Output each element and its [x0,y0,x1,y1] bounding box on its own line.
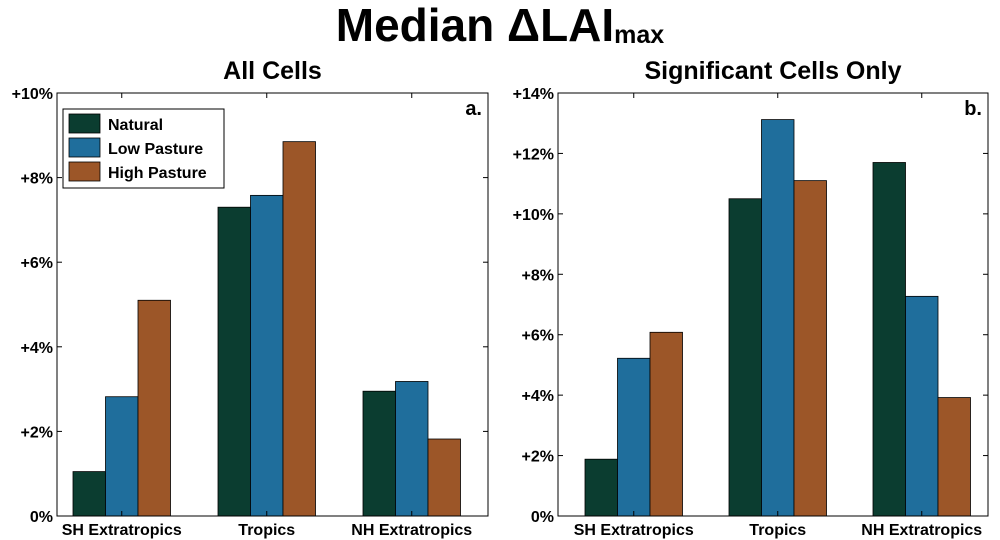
panel-b-axes-box [557,92,989,517]
panel-b-title: Significant Cells Only [645,57,902,85]
panel-a-label: a. [465,98,482,120]
panel-b-label: b. [964,98,982,120]
panel-b-bar-low-pasture-0 [617,357,651,517]
panel-b-ytick-label: +4% [522,388,554,405]
panel-a-ytick-label: +8% [21,171,53,188]
panel-a-legend-label: High Pasture [108,165,207,182]
panel-a-legend-swatch [68,137,101,158]
panel-b-xtick-label: SH Extratropics [574,522,694,539]
panel-a-ytick-label: 0% [30,509,53,526]
panel-a-bar-low-pasture-2 [395,381,429,517]
figure-title: Median ΔLAImax [0,0,1000,60]
panel-a-ytick-label: +6% [21,255,53,272]
panel-b-ytick-label: 0% [531,509,554,526]
panel-a-ytick-label: +4% [21,340,53,357]
panel-b-ytick-label: +6% [522,328,554,345]
panel-b-bar-natural-2 [872,162,906,517]
panel-b-bar-high-pasture-0 [649,331,683,517]
panel-b-bar-natural-1 [728,198,762,517]
panel-b-bar-high-pasture-2 [937,397,971,517]
panel-b-ytick-label: +10% [513,207,554,224]
panel-a-bar-natural-2 [362,390,396,517]
panel-b-bar-high-pasture-1 [793,180,827,517]
panel-b-bar-natural-0 [584,458,618,517]
panel-a-title: All Cells [223,57,322,85]
panel-a-bar-high-pasture-1 [282,141,316,517]
panel-b-xtick-label: Tropics [749,522,806,539]
panel-b-ytick-label: +8% [522,267,554,284]
panel-a-xtick-label: SH Extratropics [62,522,182,539]
panel-a-bar-natural-1 [217,206,251,517]
panel-a-axes-box [56,92,489,517]
panel-b-ytick-label: +2% [522,449,554,466]
panel-a-bar-high-pasture-2 [427,438,461,517]
panel-a-xtick-label: Tropics [238,522,295,539]
panel-a-legend-label: Low Pasture [108,141,203,158]
figure-title-main: Median ΔLAI [335,0,615,51]
panel-a-legend-swatch [68,161,101,182]
panel-b-ytick-label: +12% [513,146,554,163]
panel-a-ytick-label: +2% [21,424,53,441]
panel-b-bar-low-pasture-1 [761,119,795,517]
panel-b-xtick-label: NH Extratropics [861,522,982,539]
panel-a-legend-swatch [68,113,101,134]
panel-a-xtick-label: NH Extratropics [351,522,472,539]
figure-title-subscript: max [614,21,665,49]
panel-a-bar-low-pasture-1 [250,194,284,517]
panel-a-bar-low-pasture-0 [105,396,139,517]
panel-b-bar-low-pasture-2 [905,295,939,517]
panel-a-ytick-label: +10% [12,86,53,103]
panel-a-legend-label: Natural [108,117,163,134]
panel-a-bar-high-pasture-0 [137,299,171,517]
panel-b-ytick-label: +14% [513,86,554,103]
panel-a-bar-natural-0 [72,471,106,517]
